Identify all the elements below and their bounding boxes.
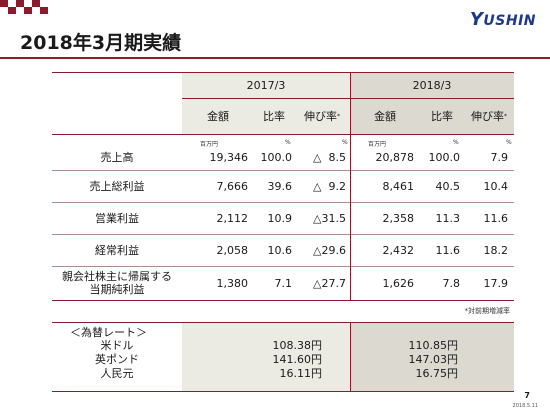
cell-growth: △ 9.2	[313, 179, 346, 193]
fx-rate-2017: 141.60円	[272, 353, 323, 366]
period-2018-header-bg	[350, 72, 514, 98]
row-label: 経常利益	[95, 243, 139, 257]
page-title: 2018年3月期実績	[20, 32, 182, 54]
cell-ratio: 7.8	[442, 276, 461, 290]
page-number: 7	[524, 391, 530, 400]
unit-ratio: %	[453, 139, 459, 146]
col-growth-2017: 伸び率 *	[304, 110, 340, 123]
cell-amount: 2,112	[216, 211, 249, 225]
cell-amount: 1,380	[216, 276, 249, 290]
table-row: 経常利益 2,058 10.6 △29.6 2,432 11.6 18.2	[52, 234, 514, 266]
fx-heading: ＜為替レート＞	[70, 326, 147, 339]
cell-amount: 2,432	[382, 243, 415, 257]
fx-divider	[350, 322, 351, 392]
row-label: 営業利益	[95, 211, 139, 225]
period-2017-header-bg	[182, 72, 350, 98]
cell-growth: 18.2	[483, 243, 509, 257]
cell-ratio: 40.5	[435, 179, 461, 193]
cell-growth: 17.9	[483, 276, 509, 290]
table-row: 親会社株主に帰属する 当期純利益 1,380 7.1 △27.7 1,626 7.…	[52, 266, 514, 300]
cell-ratio: 100.0	[260, 150, 293, 164]
table-rule	[182, 98, 514, 99]
column-header-bg-2018	[350, 98, 514, 134]
table-rule	[52, 266, 514, 267]
column-header-row: 金額 比率 伸び率 * 金額 比率 伸び率 *	[52, 98, 514, 134]
row-label: 売上総利益	[89, 179, 145, 193]
table-rule	[52, 300, 514, 301]
results-table: 2017/3 2018/3 金額 比率 伸び率 * 金額 比率 伸び率 * 百万円 …	[52, 72, 514, 301]
cell-ratio: 10.6	[267, 243, 293, 257]
table-row: 百万円 % % 百万円 % % 売上高 19,346 100.0 △ 8.5 2…	[52, 134, 514, 170]
fx-rates: ＜為替レート＞ 米ドル 108.38円 110.85円 英ポンド 141.60円…	[52, 322, 514, 392]
fx-bg-2017	[182, 322, 350, 392]
period-divider	[350, 72, 351, 300]
document-date: 2018.5.11	[512, 403, 538, 409]
fx-currency: 英ポンド	[95, 353, 139, 366]
cell-growth: △ 8.5	[313, 150, 346, 164]
col-amount-2018: 金額	[374, 110, 396, 123]
company-logo: YUSHIN	[469, 9, 536, 30]
table-row: 売上総利益 7,666 39.6 △ 9.2 8,461 40.5 10.4	[52, 170, 514, 202]
cell-growth: 7.9	[490, 150, 509, 164]
cell-growth: △31.5	[313, 211, 346, 225]
cell-amount: 2,058	[216, 243, 249, 257]
unit-ratio: %	[285, 139, 291, 146]
period-2018-label: 2018/3	[412, 78, 452, 92]
cell-amount: 2,358	[382, 211, 415, 225]
col-amount-2017: 金額	[207, 110, 229, 123]
cell-growth: △29.6	[313, 243, 346, 257]
cell-ratio: 100.0	[428, 150, 461, 164]
cell-amount: 7,666	[216, 179, 249, 193]
cell-growth: △27.7	[313, 276, 346, 290]
table-rule	[52, 134, 514, 135]
fx-currency: 人民元	[100, 367, 134, 380]
table-row: 営業利益 2,112 10.9 △31.5 2,358 11.3 11.6	[52, 202, 514, 234]
period-header-row: 2017/3 2018/3	[52, 72, 514, 98]
col-ratio-2017: 比率	[263, 110, 285, 123]
fx-rate-2018: 16.75円	[415, 367, 459, 380]
cell-ratio: 39.6	[267, 179, 293, 193]
period-2017-label: 2017/3	[246, 78, 286, 92]
unit-growth: %	[506, 139, 512, 146]
title-rule	[0, 57, 550, 59]
table-rule	[52, 170, 514, 171]
cell-amount: 8,461	[382, 179, 415, 193]
unit-growth: %	[342, 139, 348, 146]
row-label: 親会社株主に帰属する 当期純利益	[62, 270, 172, 296]
cell-amount: 19,346	[209, 150, 249, 164]
cell-amount: 1,626	[382, 276, 415, 290]
footnote: *対前期増減率	[464, 307, 511, 315]
cell-amount: 20,878	[375, 150, 415, 164]
fx-rate-2017: 16.11円	[279, 367, 323, 380]
fx-rule	[52, 391, 514, 392]
col-growth-2018: 伸び率 *	[471, 110, 507, 123]
decorative-checkerboard	[0, 0, 48, 14]
unit-amount: 百万円	[368, 141, 387, 148]
cell-ratio: 11.3	[435, 211, 461, 225]
fx-rate-2018: 147.03円	[408, 353, 459, 366]
cell-growth: 11.6	[483, 211, 509, 225]
table-rule	[52, 202, 514, 203]
cell-ratio: 7.1	[274, 276, 293, 290]
table-rule	[52, 234, 514, 235]
fx-bg-2018	[350, 322, 514, 392]
fx-rule	[52, 322, 514, 323]
fx-currency: 米ドル	[100, 339, 134, 352]
fx-rate-2017: 108.38円	[272, 339, 323, 352]
fx-rate-2018: 110.85円	[408, 339, 459, 352]
unit-amount: 百万円	[200, 141, 219, 148]
col-ratio-2018: 比率	[431, 110, 453, 123]
cell-ratio: 11.6	[435, 243, 461, 257]
table-rule	[52, 72, 514, 73]
row-label: 売上高	[100, 150, 134, 164]
cell-ratio: 10.9	[267, 211, 293, 225]
cell-growth: 10.4	[483, 179, 509, 193]
